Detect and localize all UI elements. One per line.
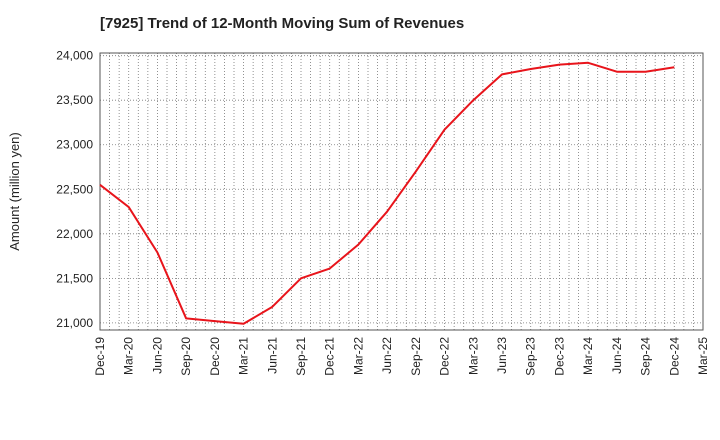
- x-tick-label: Mar-24: [581, 337, 595, 375]
- x-tick-label: Mar-21: [237, 337, 251, 375]
- x-tick-label: Dec-19: [93, 337, 107, 376]
- x-tick-label: Sep-22: [409, 337, 423, 376]
- series-line: [99, 61, 675, 325]
- x-tick-label: Mar-23: [466, 337, 480, 375]
- x-tick-label: Jun-21: [265, 337, 279, 374]
- x-tick-label: Sep-21: [294, 337, 308, 376]
- y-tick-label: 21,000: [56, 316, 93, 330]
- y-tick-label: 24,000: [56, 49, 93, 63]
- x-tick-label: Dec-23: [552, 337, 566, 376]
- x-tick-label: Jun-24: [610, 337, 624, 374]
- x-tick-label: Jun-22: [380, 337, 394, 374]
- x-tick-label: Dec-24: [667, 337, 681, 376]
- x-tick-label: Dec-21: [323, 337, 337, 376]
- x-tick-label: Jun-23: [495, 337, 509, 374]
- x-tick-label: Mar-22: [351, 337, 365, 375]
- y-tick-label: 21,500: [56, 271, 93, 285]
- plot-frame: [99, 52, 704, 331]
- x-tick-label: Dec-22: [438, 337, 452, 376]
- x-tick-label: Mar-20: [122, 337, 136, 375]
- x-tick-label: Mar-25: [696, 337, 710, 375]
- y-tick-label: 23,000: [56, 138, 93, 152]
- x-tick-label: Dec-20: [208, 337, 222, 376]
- y-tick-label: 22,500: [56, 182, 93, 196]
- y-tick-label: 23,500: [56, 93, 93, 107]
- x-tick-label: Sep-24: [639, 337, 653, 376]
- chart-title: [7925] Trend of 12-Month Moving Sum of R…: [100, 15, 465, 32]
- x-tick-label: Jun-20: [150, 337, 164, 374]
- x-tick-label: Sep-20: [179, 337, 193, 376]
- x-tick-label: Sep-23: [524, 337, 538, 376]
- y-tick-label: 22,000: [56, 227, 93, 241]
- y-axis-title: Amount (million yen): [7, 132, 22, 251]
